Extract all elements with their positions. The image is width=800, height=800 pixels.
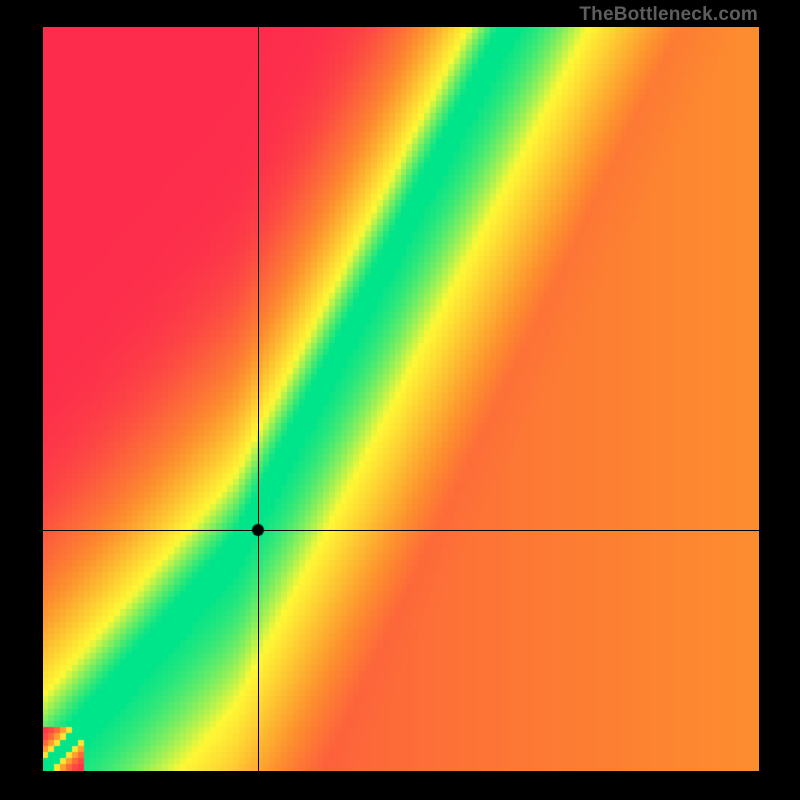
watermark-text: TheBottleneck.com <box>579 4 758 26</box>
crosshair-vertical <box>258 27 259 771</box>
crosshair-marker <box>251 523 265 537</box>
chart-frame <box>43 27 759 771</box>
bottleneck-heatmap <box>43 27 759 771</box>
crosshair-horizontal <box>43 530 759 531</box>
